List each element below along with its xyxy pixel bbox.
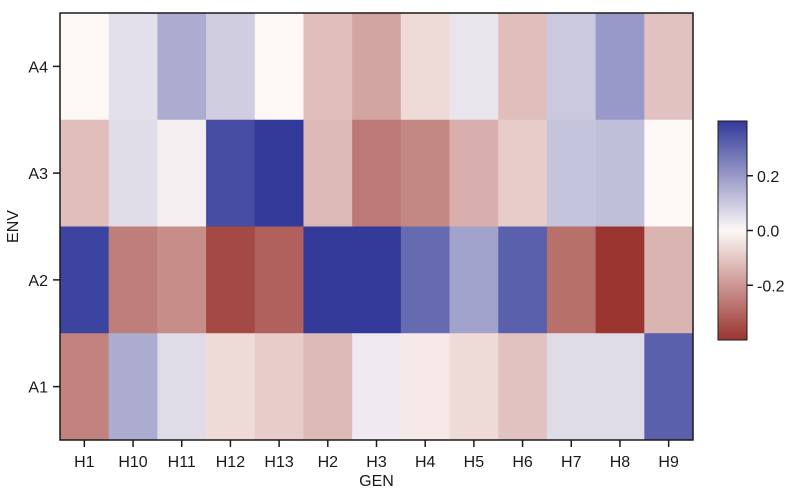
- heatmap-cell-a3-h9: [644, 119, 694, 227]
- heatmap-cell-a3-h8: [595, 119, 645, 227]
- heatmap-cell-a1-h7: [546, 333, 597, 441]
- heatmap-cell-a2-h13: [254, 226, 304, 334]
- heatmap-cell-a1-h11: [157, 333, 207, 441]
- x-tick-label: H13: [264, 454, 293, 471]
- heatmap-cell-a3-h4: [400, 119, 451, 227]
- heatmap-cell-a4-h2: [303, 13, 353, 121]
- heatmap-cell-a2-h1: [60, 226, 110, 334]
- heatmap-cell-a2-h2: [303, 226, 353, 334]
- heatmap-cell-a4-h12: [206, 13, 256, 121]
- colorbar: 0.2 0.0 -0.2: [717, 120, 785, 341]
- heatmap-cell-a1-h3: [352, 333, 402, 441]
- heatmap-cell-a1-h10: [108, 333, 158, 441]
- x-tick-label: H8: [610, 454, 631, 471]
- x-tick-label: H2: [318, 454, 339, 471]
- x-tick-label: H9: [658, 454, 679, 471]
- heatmap-cell-a4-h11: [157, 13, 207, 121]
- heatmap-cell-a1-h6: [498, 333, 548, 441]
- heatmap-cell-a2-h10: [108, 226, 158, 334]
- heatmap-cell-a1-h9: [644, 333, 694, 441]
- heatmap-cells: [60, 13, 694, 441]
- x-axis: H1 H10 H11 H12 H13 H2 H3 H4 H5 H6 H7 H8 H9: [74, 440, 679, 471]
- x-tick-label: H1: [74, 454, 95, 471]
- x-axis-label: GEN: [359, 473, 394, 490]
- heatmap-cell-a2-h6: [498, 226, 548, 334]
- heatmap-cell-a2-h3: [352, 226, 402, 334]
- x-tick-label: H11: [168, 454, 196, 471]
- heatmap-cell-a3-h10: [108, 119, 158, 227]
- x-tick-label: H4: [415, 454, 436, 471]
- heatmap-cell-a3-h1: [60, 119, 110, 227]
- colorbar-tick-label: 0.0: [757, 224, 779, 241]
- heatmap-cell-a3-h5: [449, 119, 499, 227]
- heatmap-cell-a3-h3: [352, 119, 402, 227]
- colorbar-gradient: [718, 121, 747, 340]
- heatmap-cell-a4-h9: [644, 13, 694, 121]
- heatmap-cell-a4-h1: [60, 13, 110, 121]
- heatmap-cell-a1-h1: [60, 333, 110, 441]
- heatmap-cell-a2-h9: [644, 226, 694, 334]
- y-axis-label: ENV: [5, 210, 22, 243]
- heatmap-cell-a4-h6: [498, 13, 548, 121]
- y-tick-label: A1: [28, 380, 48, 397]
- heatmap-cell-a3-h11: [157, 119, 207, 227]
- heatmap-cell-a1-h12: [206, 333, 256, 441]
- heatmap-cell-a4-h8: [595, 13, 645, 121]
- heatmap-cell-a2-h8: [595, 226, 645, 334]
- heatmap-cell-a3-h7: [546, 119, 597, 227]
- heatmap-cell-a3-h6: [498, 119, 548, 227]
- x-tick-label: H5: [464, 454, 485, 471]
- heatmap-cell-a4-h4: [400, 13, 451, 121]
- y-tick-label: A3: [28, 166, 48, 183]
- y-tick-label: A2: [28, 273, 48, 290]
- heatmap-cell-a4-h7: [546, 13, 597, 121]
- heatmap-cell-a3-h13: [254, 119, 304, 227]
- heatmap-cell-a1-h4: [400, 333, 451, 441]
- colorbar-ticks: 0.2 0.0 -0.2: [747, 169, 785, 295]
- heatmap-cell-a2-h11: [157, 226, 207, 334]
- x-tick-label: H3: [366, 454, 387, 471]
- heatmap-cell-a3-h12: [206, 119, 256, 227]
- heatmap-cell-a2-h12: [206, 226, 256, 334]
- heatmap-cell-a1-h8: [595, 333, 645, 441]
- heatmap-cell-a2-h7: [546, 226, 597, 334]
- x-tick-label: H7: [561, 454, 582, 471]
- x-tick-label: H10: [118, 454, 147, 471]
- x-tick-label: H6: [512, 454, 533, 471]
- heatmap-cell-a2-h4: [400, 226, 451, 334]
- heatmap-cell-a2-h5: [449, 226, 499, 334]
- y-axis: A4 A3 A2 A1: [28, 59, 60, 397]
- x-tick-label: H12: [216, 454, 245, 471]
- heatmap-cell-a1-h5: [449, 333, 499, 441]
- heatmap-cell-a4-h13: [254, 13, 304, 121]
- colorbar-tick-label: 0.2: [757, 169, 779, 186]
- heatmap-cell-a4-h3: [352, 13, 402, 121]
- heatmap-cell-a4-h5: [449, 13, 499, 121]
- heatmap-cell-a1-h2: [303, 333, 353, 441]
- y-tick-label: A4: [28, 59, 48, 76]
- heatmap-cell-a4-h10: [108, 13, 158, 121]
- colorbar-tick-label: -0.2: [757, 278, 785, 295]
- heatmap-cell-a1-h13: [254, 333, 304, 441]
- heatmap-cell-a3-h2: [303, 119, 353, 227]
